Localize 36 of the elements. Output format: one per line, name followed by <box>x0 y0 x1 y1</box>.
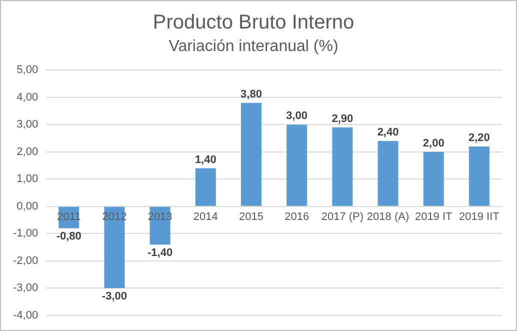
x-tick-label: 2016 <box>284 210 310 223</box>
x-tick-label: 2014 <box>193 210 218 223</box>
y-tick-label: -4,00 <box>12 309 38 322</box>
chart-title: Producto Bruto Interno <box>152 12 354 34</box>
data-label: -1,40 <box>148 247 173 260</box>
y-tick-label: 0,00 <box>16 200 38 212</box>
data-label: -3,00 <box>102 290 127 303</box>
y-tick-label: -1,00 <box>12 228 38 240</box>
y-tick-label: 1,00 <box>16 173 38 186</box>
data-label: 3,00 <box>286 110 308 122</box>
data-label: -0,80 <box>56 230 82 243</box>
x-tick-label: 2018 (A) <box>366 210 410 223</box>
bar <box>423 152 444 206</box>
x-tick-label: 2019 IIT <box>459 210 500 223</box>
x-tick-label: 2017 (P) <box>321 210 364 223</box>
data-label: 2,20 <box>468 132 490 144</box>
data-label: 3,80 <box>240 88 262 100</box>
bar <box>378 141 398 206</box>
x-tick-label: 2019 IT <box>414 210 453 223</box>
data-label: 2,90 <box>332 112 354 125</box>
y-tick-label: -3,00 <box>12 282 38 294</box>
chart-subtitle: Variación interanual (%) <box>168 38 338 56</box>
bar <box>195 168 216 206</box>
y-tick-label: 3,00 <box>16 118 38 131</box>
data-label: 2,00 <box>422 137 444 150</box>
bar <box>332 127 353 206</box>
y-tick-label: 5,00 <box>16 64 38 76</box>
data-label: 1,40 <box>194 154 216 166</box>
bar <box>286 124 308 206</box>
data-label: 2,40 <box>377 126 399 139</box>
x-tick-label: 2015 <box>239 210 264 223</box>
y-tick-label: 2,00 <box>16 146 38 158</box>
y-tick-label: -2,00 <box>12 254 38 267</box>
y-tick-label: 4,00 <box>16 91 38 104</box>
bar <box>468 146 490 206</box>
bar <box>240 102 262 206</box>
